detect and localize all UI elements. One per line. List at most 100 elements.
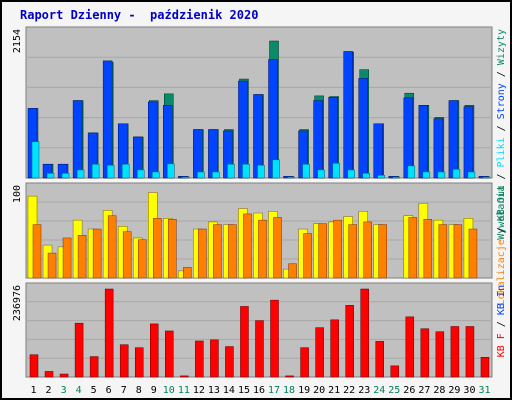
x-tick-label-3: 3: [61, 385, 67, 396]
bar-kbf-4: [74, 322, 84, 378]
bar-pages-4: [72, 100, 83, 179]
x-tick-label-14: 14: [223, 385, 235, 396]
bar-files-27: [422, 171, 431, 179]
x-tick-label-21: 21: [328, 385, 340, 396]
bar-files-18: [287, 176, 295, 179]
bar-files-21: [332, 162, 340, 179]
bar-pages-9: [148, 101, 158, 179]
legend-entry: Pliki: [496, 137, 507, 167]
bar-files-17: [272, 159, 280, 179]
bar-kbf-30: [465, 326, 475, 378]
x-tick-label-10: 10: [163, 385, 175, 396]
bar-files-22: [347, 169, 355, 179]
legend-entry: Wizyty: [496, 29, 507, 65]
bar-pages-20: [313, 100, 323, 179]
bar-kbf-25: [390, 365, 400, 378]
bar-kbf-15: [240, 306, 249, 378]
x-tick-label-24: 24: [373, 385, 385, 396]
legend-top: Wywołania / Pliki / Strony / Wizyty: [496, 29, 507, 240]
x-tick-label-7: 7: [121, 385, 127, 396]
bar-kbf-28: [435, 331, 445, 378]
bar-files-9: [152, 171, 160, 179]
bar-kbout-4: [77, 235, 87, 279]
bar-pages-30: [463, 106, 474, 179]
legend-middle: Lokalizacje / KB Out: [496, 185, 507, 305]
bar-files-19: [302, 163, 310, 179]
x-tick-label-28: 28: [433, 385, 445, 396]
legend-entry: Strony: [496, 83, 507, 119]
x-tick-label-19: 19: [298, 385, 310, 396]
bar-kbout-20: [318, 223, 327, 279]
legend-separator: /: [496, 65, 507, 83]
x-tick-label-6: 6: [106, 385, 112, 396]
bar-kbf-23: [360, 288, 369, 378]
x-tick-label-23: 23: [358, 385, 370, 396]
bar-kbout-11: [183, 267, 192, 279]
bar-files-26: [407, 165, 416, 179]
legend-entry: KB In: [496, 285, 507, 315]
bar-kbf-27: [420, 328, 430, 378]
legend-entry: Lokalizacje: [496, 239, 507, 305]
bar-files-15: [242, 163, 250, 179]
bar-pages-22: [343, 51, 353, 179]
bar-kbout-14: [228, 224, 237, 279]
bar-kbout-3: [62, 237, 72, 279]
x-tick-label-31: 31: [478, 385, 490, 396]
bar-files-28: [437, 171, 446, 179]
x-tick-label-20: 20: [313, 385, 325, 396]
x-tick-label-8: 8: [136, 385, 142, 396]
bar-kbout-21: [333, 219, 342, 279]
bar-kbout-2: [47, 252, 57, 279]
bar-kbout-19: [303, 233, 312, 279]
y-tick-label-top: 2154: [12, 29, 23, 53]
bar-pages-6: [102, 60, 113, 179]
bar-files-7: [121, 163, 130, 179]
bar-kbout-28: [438, 224, 448, 279]
bar-kbf-8: [134, 347, 144, 378]
legend-separator: /: [496, 221, 507, 239]
bar-kbf-22: [345, 305, 354, 378]
bar-kbf-29: [450, 326, 460, 378]
bar-kbf-6: [104, 288, 114, 378]
bar-files-14: [227, 163, 235, 179]
bar-kbout-18: [288, 263, 297, 279]
x-tick-label-4: 4: [76, 385, 82, 396]
bar-files-31: [482, 176, 491, 179]
bar-files-3: [61, 173, 70, 179]
legend-separator: /: [496, 119, 507, 137]
legend-separator: /: [496, 315, 507, 333]
x-tick-label-29: 29: [448, 385, 460, 396]
bar-kbf-13: [210, 339, 219, 378]
legend-entry: KB Out: [496, 185, 507, 221]
bar-files-8: [136, 169, 145, 179]
bar-kbf-31: [480, 357, 490, 378]
x-tick-label-26: 26: [403, 385, 415, 396]
bar-files-1: [31, 141, 40, 179]
bar-kbout-27: [423, 219, 433, 279]
bar-files-16: [257, 164, 265, 179]
bar-kbout-10: [168, 219, 177, 279]
page-title: Raport Dzienny - paździenik 2020: [20, 8, 259, 22]
bar-files-5: [91, 163, 100, 179]
x-tick-label-15: 15: [238, 385, 250, 396]
x-tick-label-30: 30: [463, 385, 475, 396]
bar-kbout-23: [363, 221, 372, 279]
bar-kbf-5: [89, 356, 99, 378]
x-tick-label-16: 16: [253, 385, 265, 396]
bar-files-25: [392, 176, 401, 179]
bar-kbf-9: [150, 323, 159, 378]
x-tick-label-17: 17: [268, 385, 280, 396]
x-tick-label-11: 11: [178, 385, 190, 396]
x-tick-label-1: 1: [31, 385, 37, 396]
bar-kbout-6: [107, 215, 117, 279]
bar-kbf-2: [44, 371, 54, 378]
bar-kbout-13: [213, 224, 222, 279]
bar-files-2: [46, 173, 55, 179]
bar-pages-13: [208, 129, 218, 179]
bar-kbout-15: [243, 213, 252, 279]
legend-separator: /: [496, 167, 507, 185]
x-tick-label-12: 12: [193, 385, 205, 396]
bar-kbf-26: [405, 316, 415, 378]
bar-pages-15: [238, 80, 248, 179]
